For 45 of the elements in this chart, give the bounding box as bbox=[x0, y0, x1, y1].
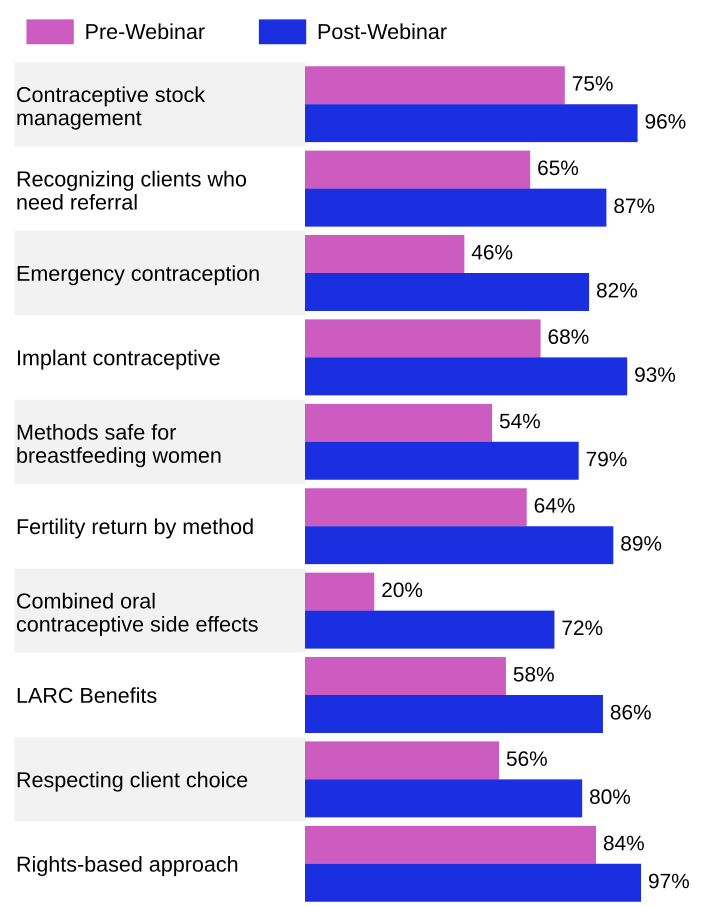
data-label: 93% bbox=[635, 367, 676, 382]
y-tick-label: Fertility return by method bbox=[18, 518, 253, 538]
y-tick-label: Recognizing clients who need referral bbox=[17, 170, 246, 210]
data-label: 68% bbox=[548, 329, 588, 344]
data-label: 64% bbox=[534, 498, 575, 513]
data-label: 97% bbox=[648, 874, 689, 888]
legend-label: Pre-Webinar bbox=[86, 23, 205, 40]
y-tick-label: Emergency contraception bbox=[18, 265, 259, 286]
data-label: 96% bbox=[646, 114, 686, 129]
y-tick-label: Respecting client choice bbox=[18, 772, 248, 792]
bar bbox=[305, 526, 614, 564]
data-label: 75% bbox=[572, 76, 613, 91]
data-label: 82% bbox=[596, 282, 637, 298]
bar bbox=[305, 235, 464, 273]
bar bbox=[305, 657, 506, 695]
bar bbox=[305, 404, 492, 442]
data-label: 65% bbox=[538, 160, 578, 176]
y-tick-label: LARC Benefits bbox=[18, 687, 156, 704]
data-label: 72% bbox=[562, 620, 602, 636]
data-label: 56% bbox=[506, 751, 547, 766]
data-label: 80% bbox=[590, 789, 630, 804]
data-label: 58% bbox=[514, 666, 554, 682]
bar bbox=[305, 826, 596, 864]
y-tick-label: Implant contraceptive bbox=[18, 350, 220, 370]
y-tick-label: Rights-based approach bbox=[18, 856, 238, 876]
data-label: 54% bbox=[500, 414, 540, 428]
bar bbox=[305, 572, 374, 611]
bar bbox=[305, 357, 628, 396]
data-label: 89% bbox=[621, 536, 662, 551]
bar bbox=[305, 150, 530, 189]
data-label: 46% bbox=[472, 244, 512, 260]
bar bbox=[305, 864, 642, 902]
data-label: 84% bbox=[604, 836, 644, 850]
data-label: 86% bbox=[610, 704, 651, 720]
legend-label: Post-Webinar bbox=[318, 23, 447, 40]
bar bbox=[305, 319, 541, 358]
bar bbox=[305, 488, 527, 526]
y-tick-label: Methods safe for breastfeeding women bbox=[17, 424, 220, 468]
bar bbox=[305, 188, 606, 227]
y-tick-label: Contraceptive stock management bbox=[17, 86, 206, 130]
y-tick-label: Combined oral contraceptive side effects bbox=[16, 592, 258, 636]
data-label: 87% bbox=[614, 198, 654, 214]
bar bbox=[305, 695, 603, 733]
data-label: 79% bbox=[586, 452, 627, 466]
data-label: 20% bbox=[382, 582, 422, 598]
